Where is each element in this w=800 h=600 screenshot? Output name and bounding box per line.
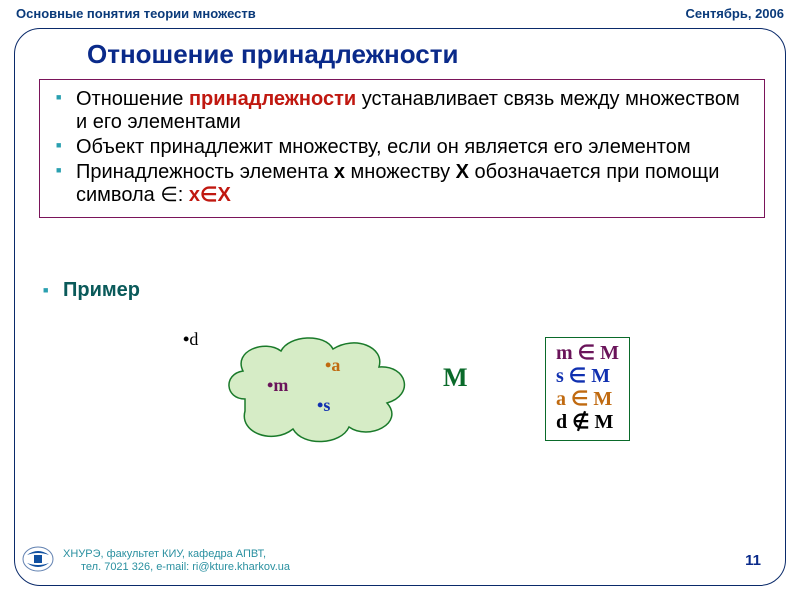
rel3-r: M	[593, 388, 612, 410]
venn-diagram: •d •a •m •s M	[155, 319, 455, 469]
point-s: •s	[317, 395, 330, 416]
org-logo-icon	[21, 545, 55, 573]
header-bar: Основные понятия теории множеств Сентябр…	[16, 6, 784, 21]
footer-line-1: ХНУРЭ, факультет КИУ, кафедра АПВТ,	[63, 548, 290, 562]
point-a-label: a	[331, 355, 340, 375]
relation-2: s ∈ M	[556, 365, 619, 388]
point-d: •d	[183, 329, 198, 350]
slide-title: Отношение принадлежности	[87, 39, 458, 70]
bullet-1-term: принадлежности	[189, 88, 356, 110]
bullet-3-mid: множеству	[345, 161, 456, 183]
bullet-3-rel: x∈X	[189, 184, 231, 206]
bullet-3-pre: Принадлежность элемента	[76, 161, 334, 183]
bullet-2: Объект принадлежит множеству, если он яв…	[52, 136, 752, 159]
rel1-r: M	[600, 342, 619, 364]
footer-line-2: тел. 7021 326, e-mail: ri@kture.kharkov.…	[63, 561, 290, 575]
bullet-3-colon: :	[178, 184, 189, 206]
bullet-3-bigx: X	[456, 161, 469, 183]
point-s-label: s	[323, 395, 330, 415]
rel3-op: ∈	[566, 388, 593, 410]
point-m-label: m	[273, 375, 288, 395]
relation-1: m ∈ M	[556, 342, 619, 365]
rel2-r: M	[591, 365, 610, 387]
rel1-l: m	[556, 342, 573, 364]
rel4-r: M	[595, 411, 614, 433]
page-number: 11	[745, 552, 761, 569]
point-d-label: d	[189, 329, 198, 349]
rel2-op: ∈	[564, 365, 591, 387]
slide: Основные понятия теории множеств Сентябр…	[0, 0, 800, 600]
rel4-op: ∉	[567, 411, 594, 433]
footer-text: ХНУРЭ, факультет КИУ, кафедра АПВТ, тел.…	[63, 548, 290, 576]
bullet-3: Принадлежность элемента x множеству X об…	[52, 161, 752, 207]
relation-4: d ∉ M	[556, 411, 619, 434]
slide-frame: Отношение принадлежности Отношение прина…	[14, 28, 786, 586]
bullet-1: Отношение принадлежности устанавливает с…	[52, 88, 752, 134]
example-label: Пример	[63, 279, 140, 302]
rel1-op: ∈	[573, 342, 600, 364]
point-m: •m	[267, 375, 288, 396]
bullet-3-x: x	[334, 161, 345, 183]
cloud-shape	[215, 329, 425, 449]
rel3-l: a	[556, 388, 566, 410]
bullet-1-pre: Отношение	[76, 88, 189, 110]
rel4-l: d	[556, 411, 567, 433]
relations-box: m ∈ M s ∈ M a ∈ M d ∉ M	[545, 337, 630, 441]
point-a: •a	[325, 355, 340, 376]
rel2-l: s	[556, 365, 564, 387]
set-label-M: M	[443, 363, 468, 393]
definition-box: Отношение принадлежности устанавливает с…	[39, 79, 765, 218]
relation-3: a ∈ M	[556, 388, 619, 411]
header-left: Основные понятия теории множеств	[16, 6, 256, 21]
header-right: Сентябрь, 2006	[685, 6, 784, 21]
bullet-3-sym: ∈	[160, 184, 177, 206]
